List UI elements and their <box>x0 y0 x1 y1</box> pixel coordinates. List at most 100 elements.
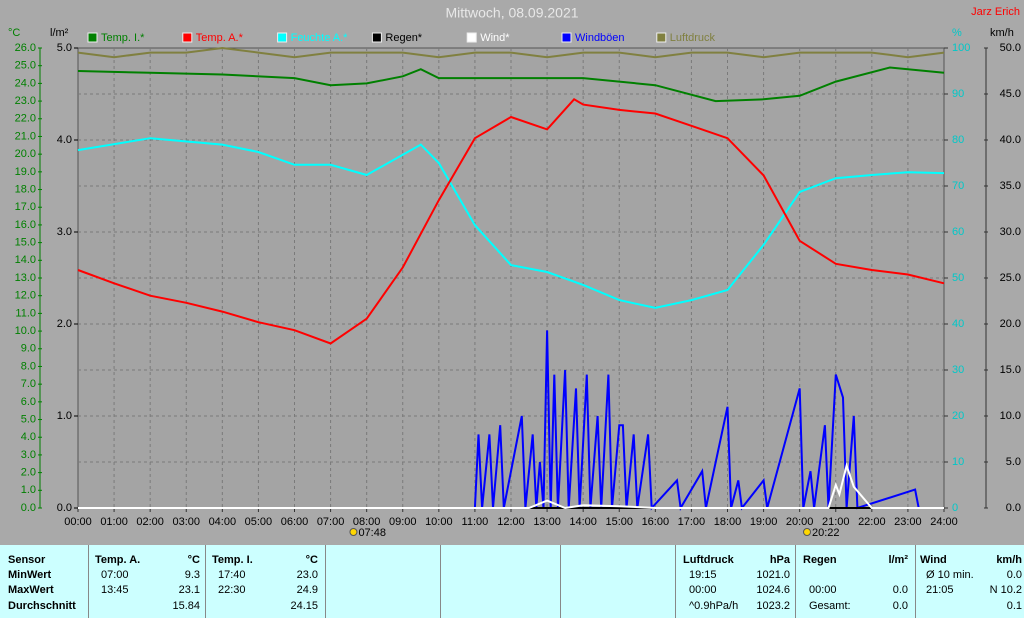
series-line <box>77 137 945 309</box>
table-cell: N 10.2 <box>989 584 1022 596</box>
table-cell: 0.0 <box>892 600 908 612</box>
legend-swatch <box>561 32 572 43</box>
y-rain-tick-label: 4.0 <box>57 134 72 146</box>
x-tick-label: 01:00 <box>100 516 128 528</box>
y2-tick-label: 80 <box>952 134 964 146</box>
x-tick-label: 15:00 <box>605 516 633 528</box>
y-tick-label: 24.0 <box>15 77 36 89</box>
table-cell: 00:00 <box>809 584 837 596</box>
table-cell: Gesamt: <box>809 600 851 612</box>
row-label: MinWert <box>8 569 52 581</box>
separator <box>795 545 796 618</box>
table-cell: 1021.0 <box>756 569 790 581</box>
table-cell: Ø 10 min. <box>926 569 974 581</box>
y-tick-label: 3.0 <box>21 449 36 461</box>
legend-label: Temp. I.* <box>101 32 145 44</box>
separator <box>440 545 441 618</box>
y-tick-label: 25.0 <box>15 60 36 72</box>
legend-label: Wind* <box>480 32 510 44</box>
x-tick-label: 06:00 <box>281 516 309 528</box>
y3-tick-label: 35.0 <box>1000 180 1021 192</box>
series-line <box>77 46 945 59</box>
y-tick-label: 16.0 <box>15 219 36 231</box>
series-line <box>77 66 945 103</box>
separator <box>325 545 326 618</box>
y3-tick-label: 0.0 <box>1006 502 1021 514</box>
legend-swatch <box>371 32 382 43</box>
x-tick-label: 09:00 <box>389 516 417 528</box>
y3-tick-label: 5.0 <box>1006 456 1021 468</box>
column-header: Temp. A. <box>95 554 141 566</box>
legend-swatch <box>656 32 667 43</box>
x-tick-label: 07:00 <box>317 516 345 528</box>
summary-table: Sensor MinWert MaxWert Durchschnitt Temp. A.… <box>0 545 1024 618</box>
y2-tick-label: 60 <box>952 226 964 238</box>
y2-tick-label: 70 <box>952 180 964 192</box>
y-tick-label: 5.0 <box>21 413 36 425</box>
y-tick-label: 13.0 <box>15 272 36 284</box>
y2-tick-label: 50 <box>952 272 964 284</box>
x-tick-label: 22:00 <box>858 516 886 528</box>
table-cell: 24.15 <box>290 600 318 612</box>
x-tick-label: 21:00 <box>822 516 850 528</box>
column-unit: km/h <box>996 554 1022 566</box>
column-header: Wind <box>920 554 947 566</box>
y2-tick-label: 30 <box>952 364 964 376</box>
column-header: Temp. I. <box>212 554 253 566</box>
legend-swatch <box>87 32 98 43</box>
y-tick-label: 26.0 <box>15 42 36 54</box>
table-cell: 0.1 <box>1006 600 1022 612</box>
y-tick-label: 14.0 <box>15 254 36 266</box>
y3-tick-label: 40.0 <box>1000 134 1021 146</box>
row-label: Sensor <box>8 554 46 566</box>
y-tick-label: 4.0 <box>21 431 36 443</box>
x-tick-label: 24:00 <box>930 516 958 528</box>
y-tick-label: 18.0 <box>15 183 36 195</box>
table-cell: 17:40 <box>218 569 246 581</box>
x-tick-label: 23:00 <box>894 516 922 528</box>
x-tick-label: 18:00 <box>714 516 742 528</box>
series-line <box>473 330 920 512</box>
table-cell: 24.9 <box>296 584 318 596</box>
column-header: Luftdruck <box>683 554 734 566</box>
x-tick-label: 03:00 <box>172 516 200 528</box>
legend-label: Feuchte A.* <box>291 32 349 44</box>
x-tick-label: 19:00 <box>750 516 778 528</box>
separator <box>88 545 89 618</box>
y3-tick-label: 25.0 <box>1000 272 1021 284</box>
y-rain-tick-label: 5.0 <box>57 42 72 54</box>
table-cell: 19:15 <box>689 569 717 581</box>
legend-label: Windböen <box>575 32 625 44</box>
column-unit: °C <box>187 554 200 566</box>
sun-marker <box>803 528 812 536</box>
chart-title: Mittwoch, 08.09.2021 <box>445 5 578 21</box>
y3-label: km/h <box>990 27 1014 39</box>
y3-tick-label: 10.0 <box>1000 410 1021 422</box>
x-tick-label: 05:00 <box>245 516 273 528</box>
y-rain-tick-label: 2.0 <box>57 318 72 330</box>
row-label: MaxWert <box>8 584 54 596</box>
table-cell: 00:00 <box>689 584 717 596</box>
legend-swatch <box>182 32 193 43</box>
y-tick-label: 2.0 <box>21 467 36 479</box>
x-tick-label: 11:00 <box>462 516 489 528</box>
table-cell: 1023.2 <box>756 600 790 612</box>
table-cell: 22:30 <box>218 584 246 596</box>
series-line <box>78 462 944 510</box>
annotation-label: 20:22 <box>812 527 840 539</box>
legend-swatch <box>466 32 477 43</box>
annotation-label: 07:48 <box>358 527 386 539</box>
y-tick-label: 9.0 <box>21 343 36 355</box>
x-tick-label: 08:00 <box>353 516 381 528</box>
y-tick-label: 19.0 <box>15 166 36 178</box>
y-rain-tick-label: 3.0 <box>57 226 72 238</box>
x-tick-label: 17:00 <box>678 516 706 528</box>
column-unit: hPa <box>769 554 790 566</box>
y-tick-label: 6.0 <box>21 396 36 408</box>
y-rain-tick-label: 0.0 <box>57 502 72 514</box>
legend-label: Regen* <box>385 32 422 44</box>
x-tick-label: 10:00 <box>425 516 453 528</box>
table-cell: 23.1 <box>178 584 200 596</box>
y2-tick-label: 90 <box>952 88 964 100</box>
column-header: Regen <box>803 554 837 566</box>
